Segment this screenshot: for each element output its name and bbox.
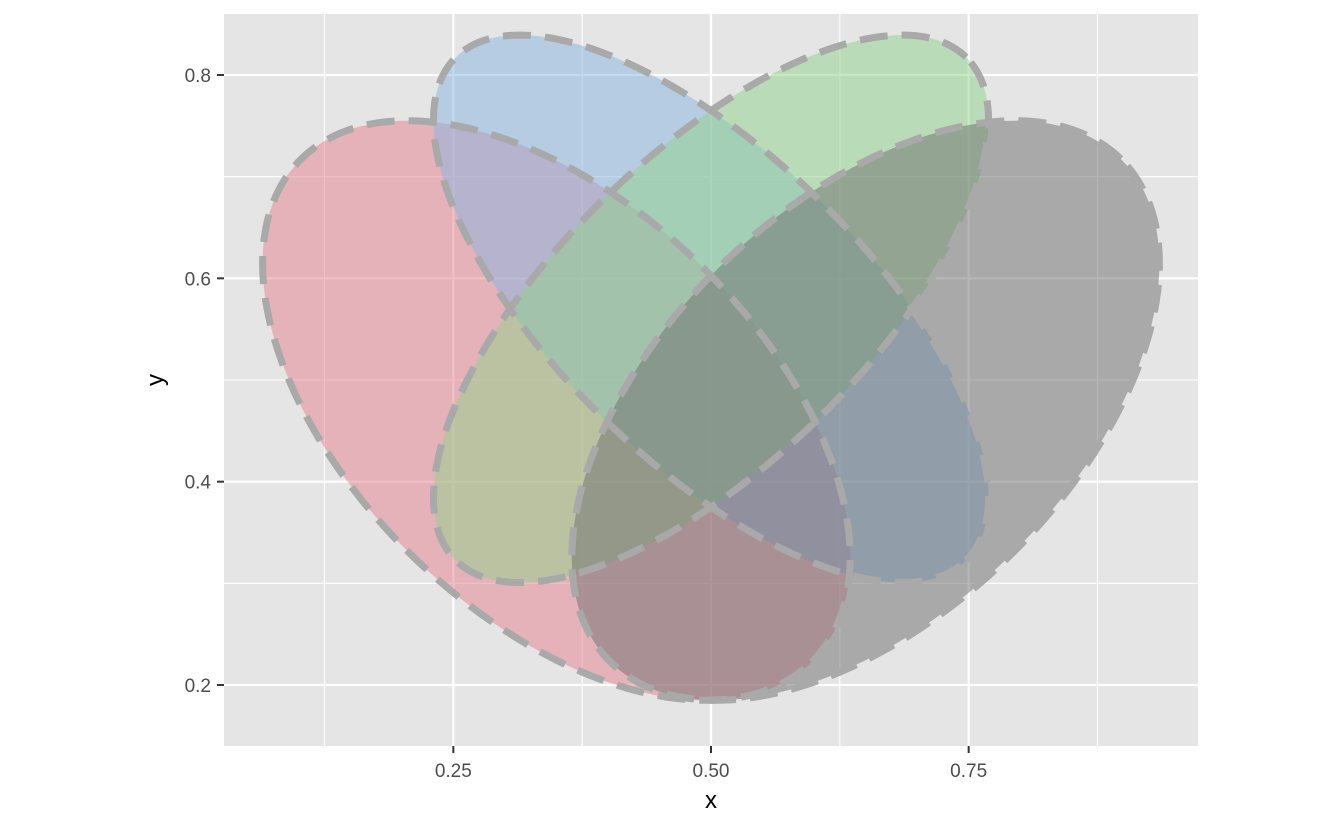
venn-sets	[259, 31, 1163, 704]
x-tick-labels: 0.25 0.50 0.75	[435, 761, 987, 782]
y-tick-labels: 0.2 0.4 0.6 0.8	[185, 66, 212, 697]
y-axis-title: y	[142, 374, 169, 386]
x-axis-title: x	[705, 787, 717, 814]
y-tick-label: 0.4	[185, 473, 212, 494]
y-tick-label: 0.6	[185, 269, 211, 290]
y-tick-label: 0.2	[185, 676, 211, 697]
axis-ticks	[217, 74, 970, 753]
x-tick-label: 0.50	[693, 761, 730, 782]
venn-set-outline-1	[259, 117, 854, 704]
venn-set-fill-4	[571, 120, 1160, 701]
x-tick-label: 0.75	[950, 761, 987, 782]
venn-set-outline-2	[430, 31, 992, 587]
y-tick-label: 0.8	[185, 66, 211, 87]
venn-set-outline-4	[568, 117, 1163, 704]
x-tick-label: 0.25	[435, 761, 472, 782]
venn-set-outline-3	[430, 31, 992, 587]
